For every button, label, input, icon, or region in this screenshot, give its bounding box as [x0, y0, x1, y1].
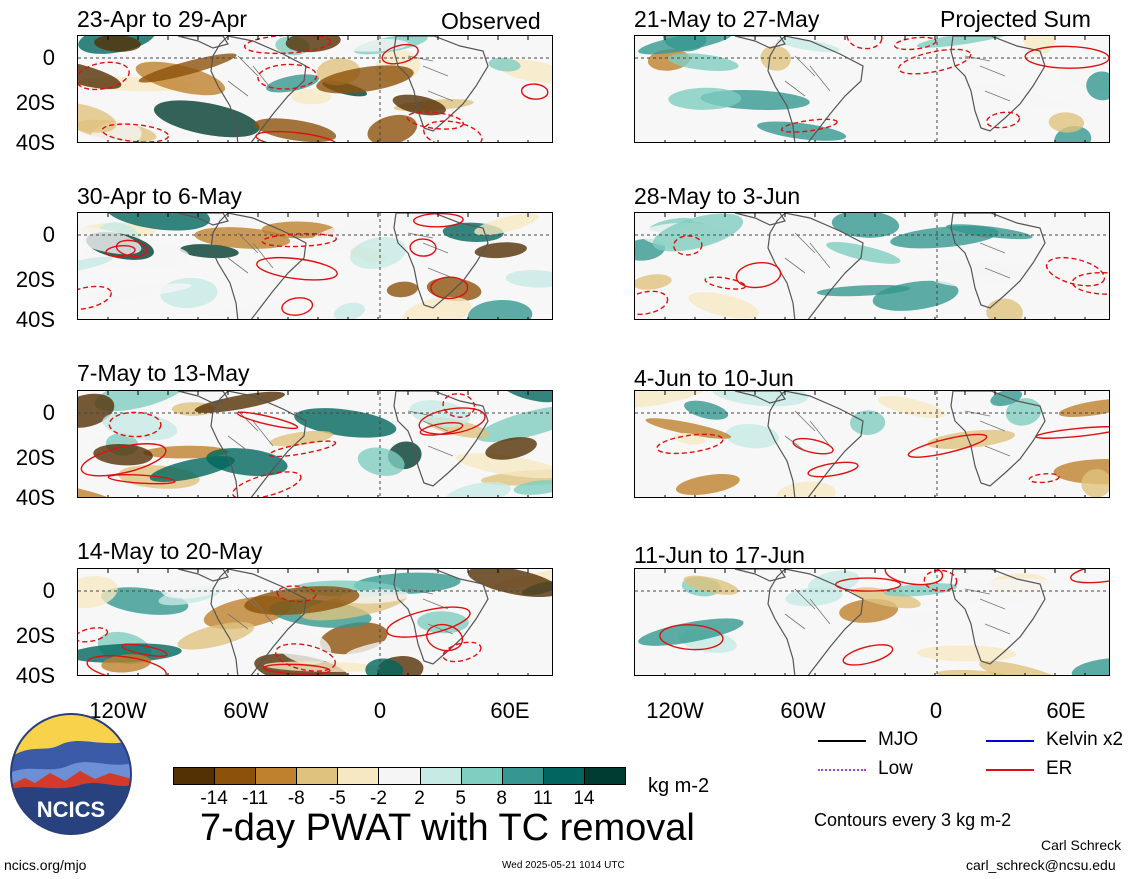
projected-map-panel-2 [634, 212, 1110, 320]
observed-map-panel-2 [77, 212, 553, 320]
colorbar-label: -5 [328, 788, 346, 809]
footer-email: carl_schreck@ncsu.edu [966, 857, 1116, 873]
colorbar-swatch [173, 767, 216, 785]
projected-sum-label: Projected Sum [940, 6, 1091, 32]
colorbar-swatch [542, 767, 585, 785]
legend-mjo-line [818, 740, 866, 742]
colorbar-swatch [255, 767, 298, 785]
colorbar-label: -2 [370, 788, 387, 809]
colorbar-label: -8 [287, 788, 305, 809]
colorbar-swatch [378, 767, 421, 785]
panel-title-projected-3: 4-Jun to 10-Jun [634, 365, 794, 391]
lon-tick-60e-right: 60E [1046, 698, 1086, 723]
lon-tick-0-right: 0 [929, 698, 943, 723]
panel-title-observed-3: 7-May to 13-May [77, 360, 250, 386]
colorbar-swatch [583, 767, 626, 785]
footer-author: Carl Schreck [1041, 837, 1122, 853]
panel-title-observed-1: 23-Apr to 29-Apr [77, 6, 248, 32]
lat-tick-20s-panel-2: 20S [15, 267, 55, 292]
colorbar-units: kg m-2 [648, 775, 710, 797]
lat-tick-20s-panel-4: 20S [15, 623, 55, 648]
legend-er-line [986, 769, 1034, 771]
logo-text: NCICS [37, 797, 105, 822]
colorbar-swatch [296, 767, 339, 785]
panel-title-projected-2: 28-May to 3-Jun [634, 183, 801, 209]
colorbar-label: -11 [242, 788, 269, 809]
panel-title-observed-4: 14-May to 20-May [77, 538, 263, 564]
colorbar [173, 767, 626, 785]
legend-mjo-label: MJO [878, 729, 919, 750]
colorbar-label: 11 [532, 788, 553, 809]
lat-tick-40s-panel-4: 40S [15, 663, 55, 688]
observed-map-panel-1 [77, 35, 553, 143]
lat-tick-40s-panel-3: 40S [15, 485, 55, 510]
panel-title-projected-4: 11-Jun to 17-Jun [634, 542, 805, 568]
colorbar-swatch [214, 767, 257, 785]
panel-title-projected-1: 21-May to 27-May [634, 6, 820, 32]
lon-tick-60w-left: 60W [223, 698, 269, 723]
projected-map-panel-4 [634, 568, 1110, 676]
colorbar-label: -14 [200, 788, 228, 809]
legend-kelvin-line [986, 740, 1034, 742]
contour-note: Contours every 3 kg m-2 [814, 810, 1012, 830]
lon-tick-120w-left: 120W [89, 698, 147, 723]
colorbar-swatch [337, 767, 380, 785]
colorbar-label: 2 [414, 788, 425, 809]
lat-tick-0-panel-4: 0 [42, 578, 55, 603]
colorbar-swatch [501, 767, 544, 785]
lon-tick-120w-right: 120W [646, 698, 704, 723]
projected-map-panel-1 [634, 35, 1110, 143]
colorbar-label: 5 [455, 788, 466, 809]
colorbar-label: 8 [496, 788, 507, 809]
projected-map-panel-3 [634, 390, 1110, 498]
ncics-logo: NCICS [10, 713, 132, 835]
lat-tick-0-panel-2: 0 [42, 222, 55, 247]
lat-tick-0-panel-1: 0 [42, 45, 55, 70]
lat-tick-20s-panel-1: 20S [15, 90, 55, 115]
legend-low-line [818, 769, 866, 771]
colorbar-label: 14 [573, 788, 595, 809]
lat-tick-40s-panel-1: 40S [15, 130, 55, 155]
footer-url: ncics.org/mjo [4, 857, 87, 873]
legend-low-label: Low [878, 758, 913, 779]
colorbar-swatch [419, 767, 462, 785]
lon-tick-0-left: 0 [373, 698, 387, 723]
panel-title-observed-2: 30-Apr to 6-May [77, 183, 242, 209]
lat-tick-0-panel-3: 0 [42, 400, 55, 425]
lat-tick-40s-panel-2: 40S [15, 307, 55, 332]
observed-label: Observed [441, 8, 541, 34]
lat-tick-20s-panel-3: 20S [15, 445, 55, 470]
colorbar-swatch [460, 767, 503, 785]
lon-tick-60e-left: 60E [490, 698, 530, 723]
footer-timestamp: Wed 2025-05-21 1014 UTC [502, 860, 625, 871]
observed-map-panel-3 [77, 390, 553, 498]
figure-title: 7-day PWAT with TC removal [200, 807, 695, 849]
observed-map-panel-4 [77, 568, 553, 676]
legend-kelvin-label: Kelvin x2 [1046, 729, 1124, 750]
legend-er-label: ER [1046, 758, 1073, 779]
lon-tick-60w-right: 60W [780, 698, 826, 723]
